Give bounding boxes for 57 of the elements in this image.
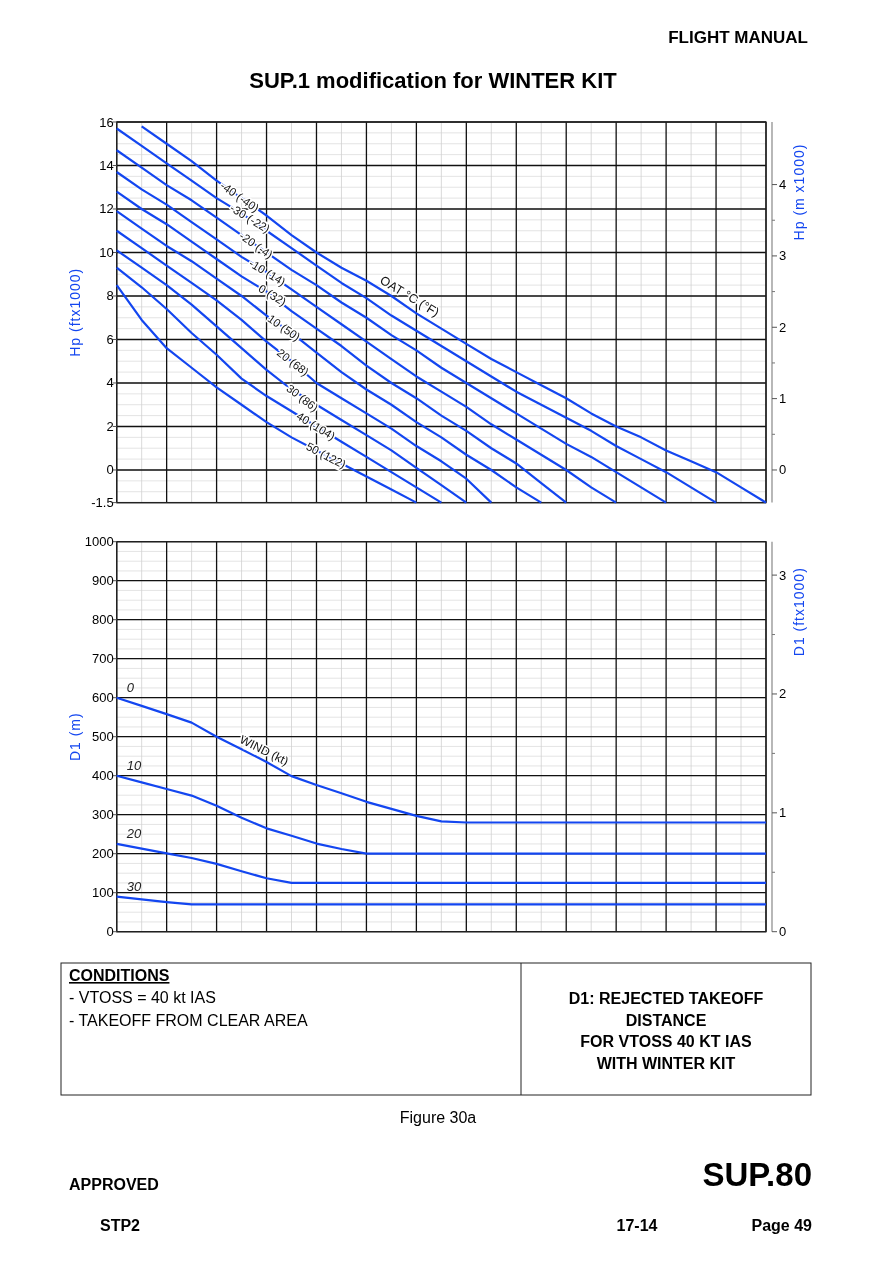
y2-axis-title: D1 (ftx1000) — [791, 567, 807, 657]
line-series — [115, 774, 768, 855]
text: D1: REJECTED TAKEOFF DISTANCE FOR VTOSS 40 KT IAS WITH WINTER KIT — [568, 990, 764, 1072]
y-tick-label: 2 — [106, 418, 114, 434]
y2-tick-label: 2 — [779, 686, 787, 702]
series-label: 20 — [125, 825, 142, 841]
text: STP2 — [100, 1217, 141, 1234]
y2-tick-label: 3 — [779, 248, 787, 264]
y-tick-label: 6 — [106, 331, 114, 347]
chart-title: SUP.1 modification for WINTER KIT — [249, 68, 618, 93]
y2-axis-title: Hp (m x1000) — [791, 143, 807, 241]
series-label: 30 — [126, 878, 142, 894]
y2-tick-label: 2 — [779, 319, 787, 335]
y-axis-title: Hp (ftx1000) — [67, 267, 83, 357]
y-tick-label: 0 — [106, 462, 114, 478]
annotation: OAT °C (°F) — [377, 273, 442, 320]
y-tick-label: 900 — [92, 573, 114, 589]
text: APPROVED — [69, 1176, 159, 1193]
y2-tick-label: 4 — [779, 177, 787, 193]
series-label: 10 — [126, 757, 142, 773]
y-tick-label: 500 — [92, 729, 114, 745]
y2-tick-label: 1 — [779, 391, 787, 407]
y-tick-label: 600 — [92, 690, 114, 706]
annotation: WIND (kt) — [237, 732, 291, 769]
line-series — [115, 696, 768, 824]
y-tick-label: 4 — [106, 375, 114, 391]
y2-tick-label: 1 — [779, 805, 787, 821]
line-series — [115, 895, 768, 906]
y-tick-label: 10 — [99, 244, 114, 260]
y-tick-label: 800 — [92, 612, 114, 628]
y2-tick-label: 0 — [779, 924, 787, 940]
y-tick-label: 14 — [99, 158, 114, 173]
y-tick-label: 400 — [92, 768, 114, 784]
y2-tick-label: 3 — [779, 567, 787, 583]
text: CONDITIONS — [69, 967, 170, 984]
series-label: 0 — [126, 679, 135, 695]
y-axis-title: D1 (m) — [67, 712, 83, 762]
y-tick-label: 100 — [92, 885, 114, 901]
text: 10 (50) — [265, 312, 303, 344]
text: - VTOSS = 40 kt IAS — [69, 989, 216, 1006]
y-tick-label: 1000 — [84, 534, 114, 550]
y-tick-label: 300 — [92, 807, 114, 823]
caption: Figure 30a — [399, 1109, 477, 1126]
y-tick-label: 16 — [99, 114, 114, 130]
text: - TAKEOFF FROM CLEAR AREA — [69, 1012, 308, 1029]
y-tick-label: 200 — [92, 846, 114, 862]
text: 17-14 — [616, 1217, 658, 1234]
y-tick-label: 700 — [92, 651, 114, 667]
text: FLIGHT MANUAL — [668, 28, 808, 47]
text: Page 49 — [751, 1217, 813, 1234]
y-tick-label: -1.5 — [91, 495, 114, 511]
y-tick-label: 0 — [106, 924, 114, 940]
text: SUP.80 — [702, 1156, 812, 1193]
text: 20 (68) — [274, 346, 312, 379]
y-tick-label: 12 — [99, 201, 114, 217]
y2-tick-label: 0 — [779, 462, 787, 478]
y-tick-label: 8 — [106, 288, 114, 304]
